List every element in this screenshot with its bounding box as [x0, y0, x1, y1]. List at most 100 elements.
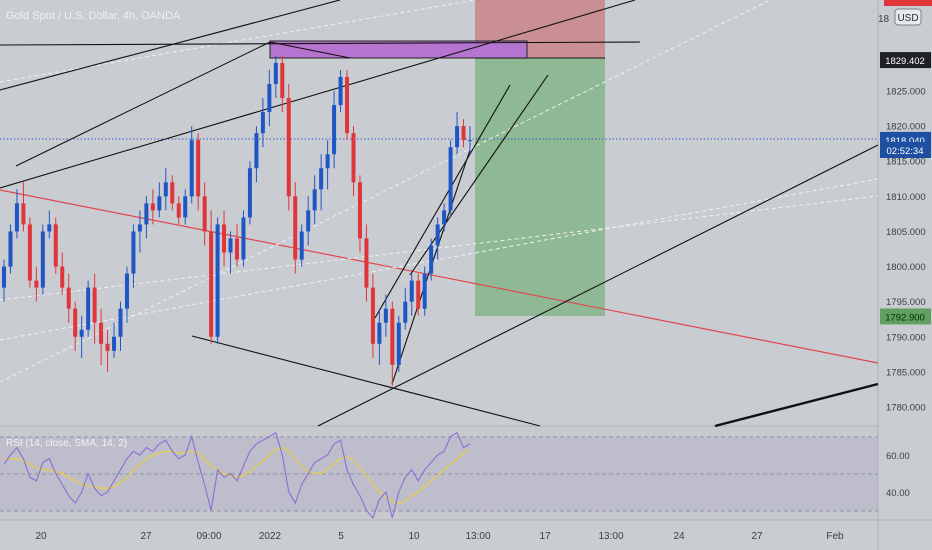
candle[interactable]	[131, 224, 136, 288]
candle[interactable]	[396, 315, 401, 372]
candle[interactable]	[364, 224, 369, 302]
candle[interactable]	[124, 266, 129, 323]
candle-body	[390, 308, 395, 365]
candle[interactable]	[228, 231, 233, 274]
candle[interactable]	[176, 196, 181, 225]
candle-body	[170, 182, 175, 204]
take-profit-zone[interactable]	[475, 58, 605, 316]
candle[interactable]	[196, 133, 201, 211]
candle[interactable]	[357, 175, 362, 253]
candle[interactable]	[53, 217, 58, 274]
candle[interactable]	[234, 224, 240, 267]
candle-body	[150, 203, 155, 211]
candle[interactable]	[442, 203, 447, 232]
candle[interactable]	[319, 154, 324, 211]
candle[interactable]	[247, 161, 252, 225]
candle[interactable]	[448, 140, 453, 218]
candle-body	[338, 76, 343, 106]
candle[interactable]	[273, 55, 278, 99]
candle-body	[118, 308, 123, 337]
candle[interactable]	[99, 308, 104, 365]
candle[interactable]	[105, 329, 110, 372]
candle[interactable]	[422, 266, 427, 316]
price-axis-pane[interactable]	[878, 0, 932, 550]
candle[interactable]	[222, 210, 227, 267]
thick-trendline[interactable]	[714, 382, 879, 428]
candle[interactable]	[137, 210, 142, 253]
candle[interactable]	[60, 252, 65, 295]
candle[interactable]	[1, 259, 7, 302]
candle[interactable]	[40, 224, 45, 295]
price-tick: 1785.000	[886, 367, 926, 378]
candle[interactable]	[163, 168, 168, 211]
rsi-sma-line[interactable]	[4, 446, 471, 504]
candle[interactable]	[202, 182, 207, 246]
candle[interactable]	[254, 126, 259, 183]
candle[interactable]	[416, 273, 421, 316]
candle-body	[403, 301, 408, 323]
candle[interactable]	[325, 140, 330, 190]
candle[interactable]	[351, 126, 356, 197]
candle-body	[293, 196, 298, 260]
candle[interactable]	[73, 301, 78, 351]
candle[interactable]	[267, 69, 272, 127]
candle[interactable]	[338, 69, 343, 113]
candle[interactable]	[390, 301, 395, 386]
candle-body	[1, 266, 7, 288]
candle[interactable]	[79, 315, 84, 358]
dashed-channel-lines[interactable]	[0, 0, 879, 383]
candle[interactable]	[280, 55, 285, 113]
candle[interactable]	[189, 126, 194, 204]
supply-zone-box[interactable]	[269, 40, 528, 59]
candle[interactable]	[86, 280, 91, 337]
candle-body	[27, 224, 32, 281]
main-pane[interactable]	[0, 0, 878, 426]
time-label: 27	[751, 531, 763, 542]
rsi-line[interactable]	[3, 431, 471, 519]
candle[interactable]	[170, 175, 175, 211]
top-price-tag	[884, 0, 932, 6]
candle[interactable]	[150, 189, 155, 225]
candle[interactable]	[455, 112, 460, 155]
candle[interactable]	[370, 273, 375, 358]
candle[interactable]	[144, 196, 149, 239]
candle[interactable]	[403, 287, 408, 330]
candle-body	[234, 238, 240, 260]
candle[interactable]	[260, 98, 265, 148]
candle[interactable]	[118, 301, 123, 351]
rsi-label[interactable]: RSI (14, close, SMA, 14, 2)	[6, 438, 127, 449]
candle[interactable]	[47, 210, 52, 239]
candle[interactable]	[66, 273, 71, 323]
candle[interactable]	[112, 322, 117, 358]
candle[interactable]	[461, 119, 466, 148]
candle[interactable]	[435, 217, 440, 260]
candle[interactable]	[8, 224, 13, 274]
candle[interactable]	[14, 189, 19, 239]
candle[interactable]	[377, 308, 382, 365]
candle[interactable]	[27, 217, 32, 288]
candle[interactable]	[157, 182, 162, 218]
candle[interactable]	[241, 210, 246, 267]
candle[interactable]	[215, 217, 220, 344]
black-trendlines[interactable]	[0, 0, 879, 427]
time-axis[interactable]: 20 27 09:00 2022 5 10 13:00 17 13:00 24 …	[35, 531, 844, 542]
candle[interactable]	[383, 294, 388, 337]
currency-badge[interactable]	[894, 8, 922, 26]
candle[interactable]	[312, 175, 317, 225]
candle[interactable]	[332, 91, 337, 169]
candle[interactable]	[286, 83, 291, 211]
candle[interactable]	[92, 273, 97, 344]
candle[interactable]	[299, 224, 304, 267]
candle[interactable]	[345, 69, 350, 141]
candle[interactable]	[21, 182, 26, 232]
candle[interactable]	[306, 196, 311, 246]
candle[interactable]	[467, 126, 473, 155]
candle[interactable]	[183, 189, 188, 225]
candle[interactable]	[34, 266, 39, 302]
candle[interactable]	[209, 210, 214, 344]
symbol-label[interactable]: Gold Spot / U.S. Dollar, 4h, OANDA	[6, 10, 181, 22]
candle[interactable]	[429, 238, 434, 281]
candle[interactable]	[293, 182, 298, 274]
candle[interactable]	[409, 273, 414, 316]
